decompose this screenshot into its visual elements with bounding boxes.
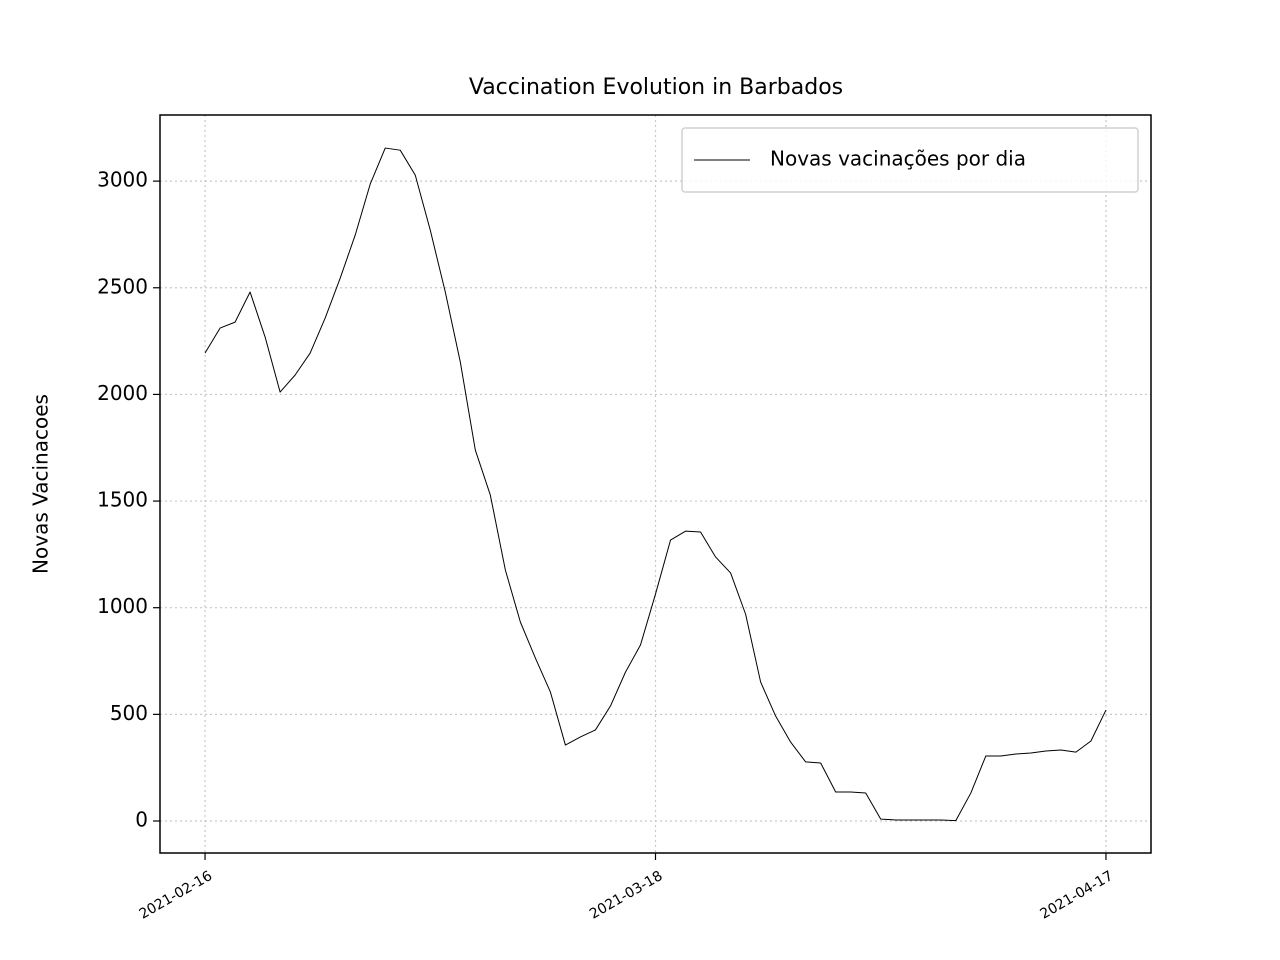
y-tick-label: 0 <box>135 808 148 832</box>
y-axis-label: Novas Vacinacoes <box>29 394 53 574</box>
x-tick-label: 2021-03-18 <box>587 868 665 923</box>
legend-label: Novas vacinações por dia <box>770 147 1026 171</box>
y-tick-label: 3000 <box>97 168 148 192</box>
plot-frame <box>159 114 1152 854</box>
data-line <box>204 147 1107 822</box>
x-tick-label: 2021-02-16 <box>137 868 216 923</box>
y-tick-label: 1000 <box>97 594 148 618</box>
legend-box <box>681 127 1139 193</box>
y-tick-label: 2500 <box>97 274 148 298</box>
x-tick-label: 2021-04-17 <box>1037 868 1115 923</box>
y-tick-label: 1500 <box>97 488 148 512</box>
y-tick-label: 2000 <box>97 381 148 405</box>
y-tick-label: 500 <box>110 701 148 725</box>
chart-title: Vaccination Evolution in Barbados <box>469 75 843 100</box>
